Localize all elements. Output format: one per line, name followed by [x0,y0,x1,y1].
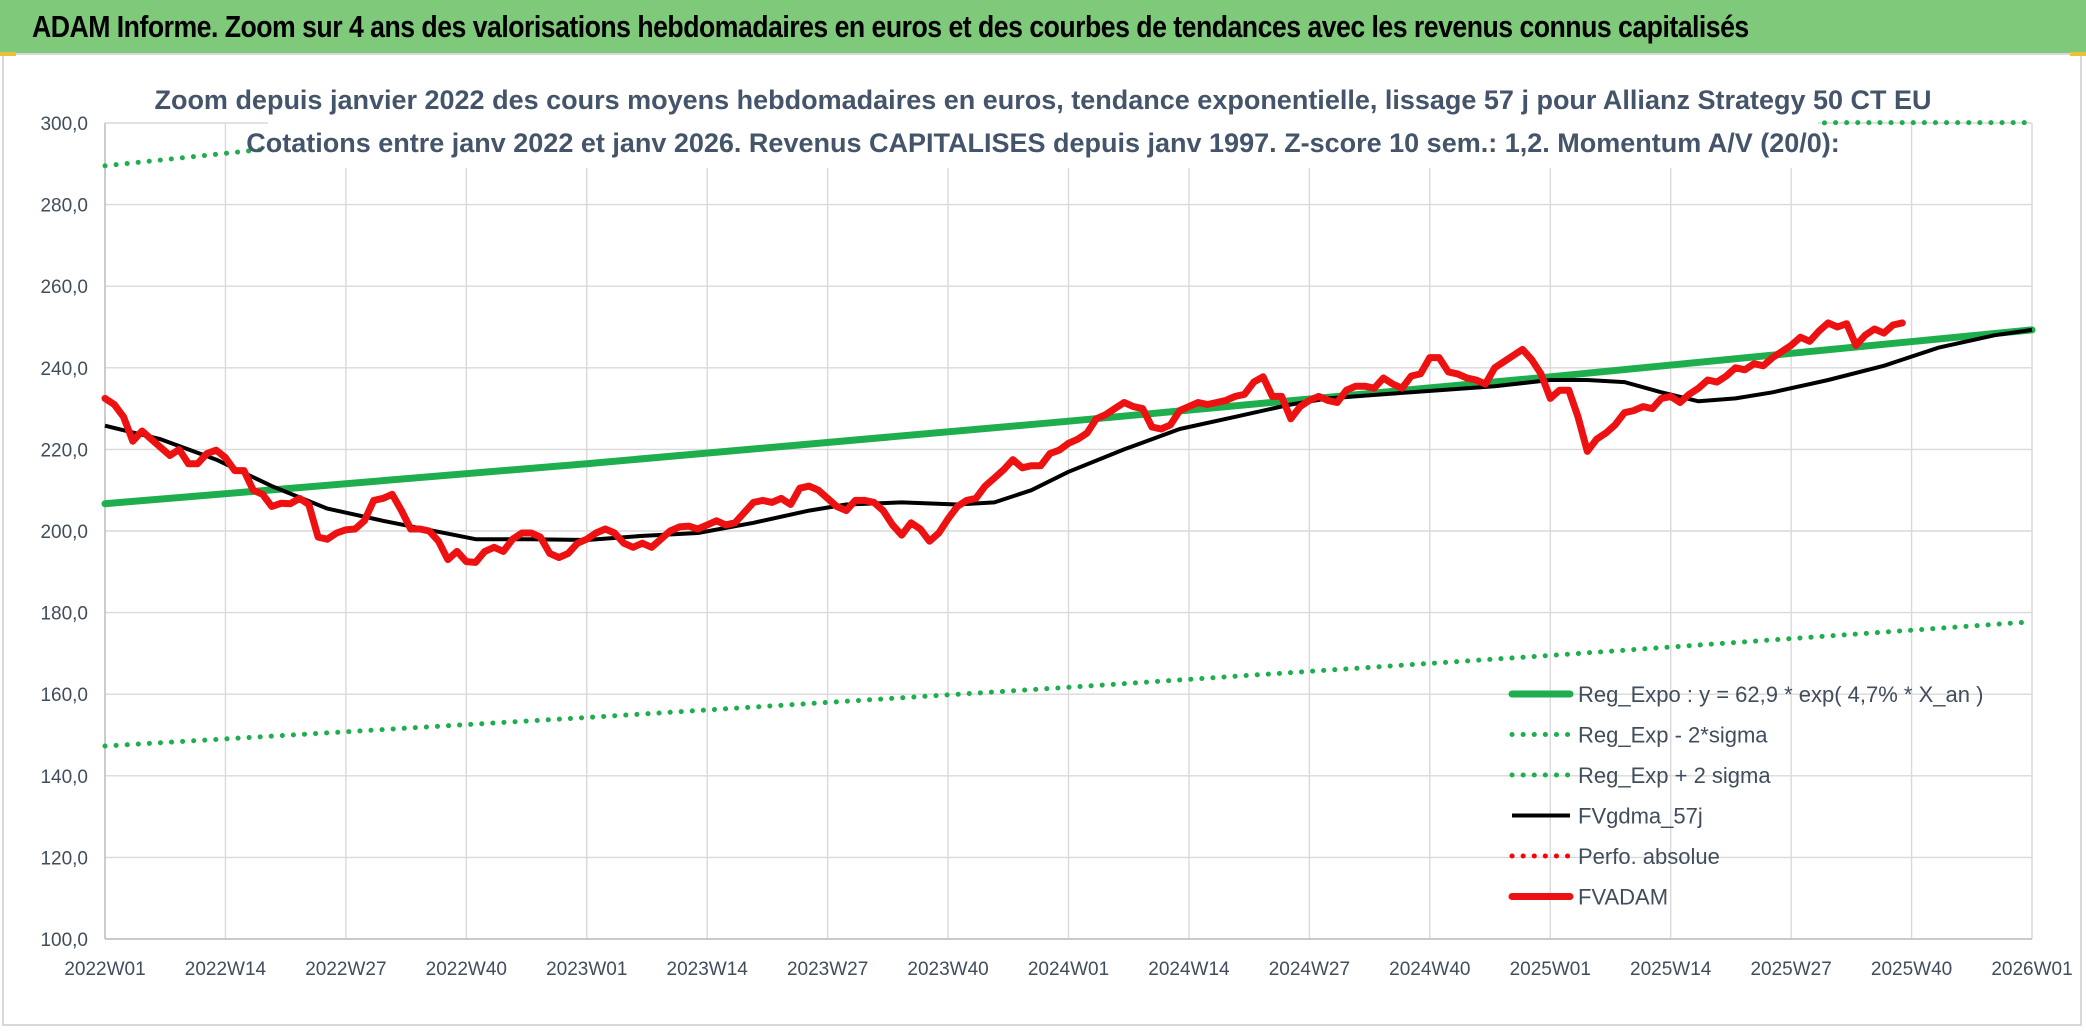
chart-title-block: Zoom depuis janvier 2022 des cours moyen… [154,80,1932,168]
grid-lines [104,122,2033,940]
x-tick-label: 2026W01 [1991,959,2072,980]
x-tick-label: 2025W14 [1630,959,1712,980]
x-tick-label: 2025W27 [1750,959,1831,980]
x-tick-label: 2025W40 [1871,959,1952,980]
y-tick-label: 240,0 [40,359,88,380]
corner-mark-right [2070,52,2086,56]
y-tick-label: 260,0 [40,277,88,298]
legend-label-1: Reg_Exp - 2*sigma [1578,723,1768,748]
x-tick-label: 2023W14 [667,959,749,980]
title-background [268,80,1818,168]
y-tick-label: 200,0 [40,522,88,543]
chart-frame [2,53,2082,1026]
x-tick-label: 2023W40 [907,959,988,980]
x-tick-label: 2024W01 [1028,959,1109,980]
legend: Reg_Expo : y = 62,9 * exp( 4,7% * X_an )… [1508,682,1983,910]
y-tick-label: 220,0 [40,440,88,461]
legend-label-3: FVgdma_57j [1578,804,1703,829]
x-tick-label: 2022W27 [305,959,386,980]
chart-subtitle: Cotations entre janv 2022 et janv 2026. … [246,128,1840,158]
x-axis-ticks: 2022W01 2022W14 2022W27 2022W40 2023W01 2023W… [64,959,2072,980]
report-title: ADAM Informe. Zoom sur 4 ans des valoris… [32,8,1749,44]
x-tick-label: 2024W40 [1389,959,1470,980]
y-tick-label: 120,0 [40,848,88,869]
legend-label-2: Reg_Exp + 2 sigma [1578,763,1771,788]
x-tick-label: 2024W27 [1269,959,1350,980]
series-line-0 [101,326,2036,508]
chart-title: Zoom depuis janvier 2022 des cours moyen… [154,85,1931,115]
series-line-1 [102,619,2026,749]
y-axis-ticks: 100,0 120,0 140,0 160,0 180,0 200,0 220,0 240,0… [40,114,88,951]
y-tick-label: 300,0 [40,114,88,135]
x-tick-label: 2023W01 [546,959,627,980]
x-tick-label: 2024W14 [1148,959,1230,980]
corner-mark-left [0,52,16,56]
y-tick-label: 160,0 [40,685,88,706]
legend-label-5: FVADAM [1578,885,1668,910]
y-tick-label: 280,0 [40,196,88,217]
y-tick-label: 180,0 [40,604,88,625]
legend-label-0: Reg_Expo : y = 62,9 * exp( 4,7% * X_an ) [1578,682,1983,707]
series-line-3 [104,327,2033,542]
report-header: ADAM Informe. Zoom sur 4 ans des valoris… [0,0,2086,53]
x-tick-label: 2022W01 [64,959,145,980]
x-tick-label: 2022W14 [185,959,267,980]
legend-label-4: Perfo. absolue [1578,844,1720,869]
x-tick-label: 2022W40 [426,959,507,980]
y-tick-label: 140,0 [40,767,88,788]
series-line-5 [101,319,1906,566]
x-tick-label: 2025W01 [1510,959,1591,980]
y-tick-label: 100,0 [40,930,88,951]
x-tick-label: 2023W27 [787,959,868,980]
